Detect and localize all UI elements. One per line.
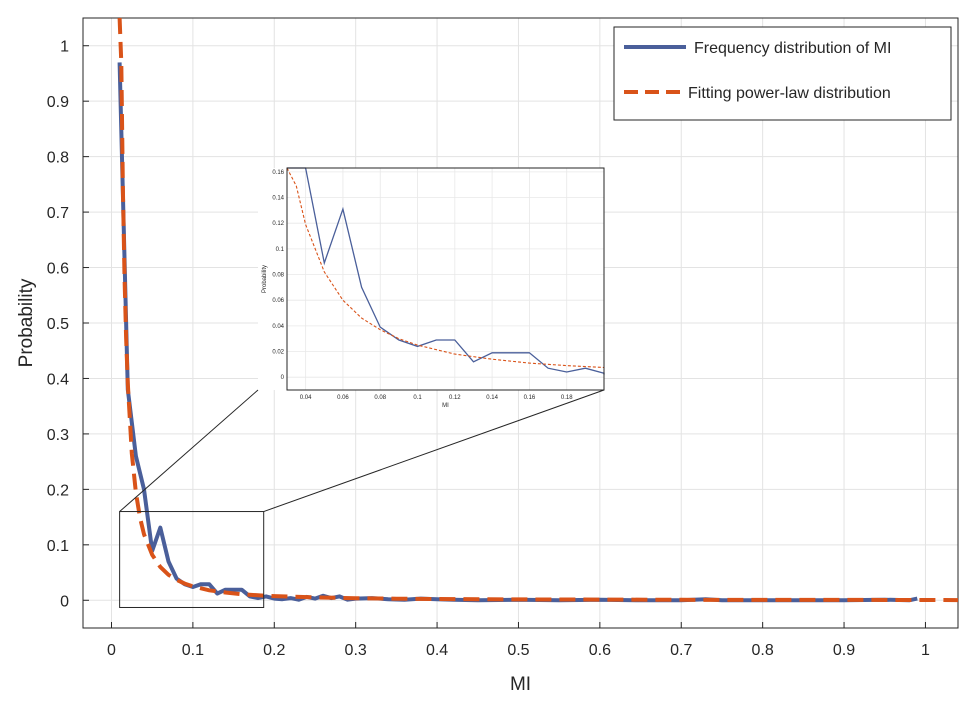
y-tick-label: 0.7 xyxy=(47,205,69,222)
y-tick-label: 0.1 xyxy=(47,538,69,555)
inset-frame xyxy=(286,167,605,391)
inset-y-tick-label: 0.06 xyxy=(272,298,284,304)
connector-line xyxy=(263,389,605,513)
inset-series-group xyxy=(286,167,605,375)
x-tick-label: 1 xyxy=(921,642,930,659)
y-tick-label: 0.9 xyxy=(47,94,69,111)
legend-label-power-law: Fitting power-law distribution xyxy=(688,85,891,102)
inset-y-tick-label: 0.04 xyxy=(272,324,284,330)
x-axis-title: MI xyxy=(510,674,531,695)
inset-grid xyxy=(287,168,604,390)
legend: Frequency distribution of MI Fitting pow… xyxy=(613,26,952,121)
inset-y-axis-title: Probability xyxy=(262,265,268,293)
y-tick-label: 0.8 xyxy=(47,150,69,167)
inset-tick-labels: 0.04 0.06 0.08 0.1 0.12 0.14 0.16 0.18 0 0.02 0.04… xyxy=(272,170,573,401)
x-tick-label: 0.5 xyxy=(507,642,529,659)
inset-background xyxy=(258,168,604,390)
x-tick-label: 0.1 xyxy=(182,642,204,659)
y-tick-label: 1 xyxy=(60,39,69,56)
y-tick-label: 0.4 xyxy=(47,371,69,388)
inset-x-tick-label: 0.18 xyxy=(561,395,573,401)
y-tick-label: 0.3 xyxy=(47,427,69,444)
x-tick-label: 0.3 xyxy=(345,642,367,659)
inset-y-tick-label: 0.1 xyxy=(276,247,285,253)
x-tick-label: 0.2 xyxy=(263,642,285,659)
inset-x-tick-label: 0.06 xyxy=(337,395,349,401)
x-tick-label: 0.6 xyxy=(589,642,611,659)
x-tick-label: 0.7 xyxy=(670,642,692,659)
legend-label-frequency: Frequency distribution of MI xyxy=(694,40,891,57)
zoom-connector-lines xyxy=(119,389,605,513)
x-tick-label: 0 xyxy=(107,642,116,659)
inset-y-tick-label: 0.16 xyxy=(272,170,284,176)
main-series-group xyxy=(117,17,959,603)
y-tick-label: 0.2 xyxy=(47,482,69,499)
series-line-power-law xyxy=(117,17,959,603)
inset-y-tick-label: 0 xyxy=(281,375,285,381)
inset-y-tick-label: 0.14 xyxy=(272,196,284,202)
legend-box xyxy=(613,26,952,121)
inset-x-tick-label: 0.08 xyxy=(374,395,386,401)
zoom-region-box xyxy=(119,511,265,608)
y-tick-label: 0 xyxy=(60,593,69,610)
inset-x-tick-label: 0.04 xyxy=(300,395,312,401)
inset-series-line-frequency xyxy=(287,167,605,375)
inset-x-tick-label: 0.14 xyxy=(486,395,498,401)
inset-y-tick-label: 0.02 xyxy=(272,350,284,356)
inset-x-tick-label: 0.1 xyxy=(413,395,422,401)
inset-chart: 0.04 0.06 0.08 0.1 0.12 0.14 0.16 0.18 0 0.02 0.04… xyxy=(258,167,605,409)
inset-y-tick-label: 0.12 xyxy=(272,221,284,227)
connector-line xyxy=(119,389,259,512)
x-tick-label: 0.4 xyxy=(426,642,448,659)
main-tick-labels: 0 0.1 0.2 0.3 0.4 0.5 0.6 0.7 0.8 0.9 1 0 0.1 0.2 0.3 0… xyxy=(47,39,930,659)
y-axis-title: Probability xyxy=(16,278,37,367)
inset-x-tick-label: 0.16 xyxy=(524,395,536,401)
y-tick-label: 0.5 xyxy=(47,316,69,333)
inset-x-axis-title: MI xyxy=(442,403,449,409)
inset-x-tick-label: 0.12 xyxy=(449,395,461,401)
x-tick-label: 0.9 xyxy=(833,642,855,659)
x-tick-label: 0.8 xyxy=(752,642,774,659)
y-tick-label: 0.6 xyxy=(47,261,69,278)
inset-y-tick-label: 0.08 xyxy=(272,273,284,279)
inset-series-line-power-law xyxy=(286,167,605,369)
